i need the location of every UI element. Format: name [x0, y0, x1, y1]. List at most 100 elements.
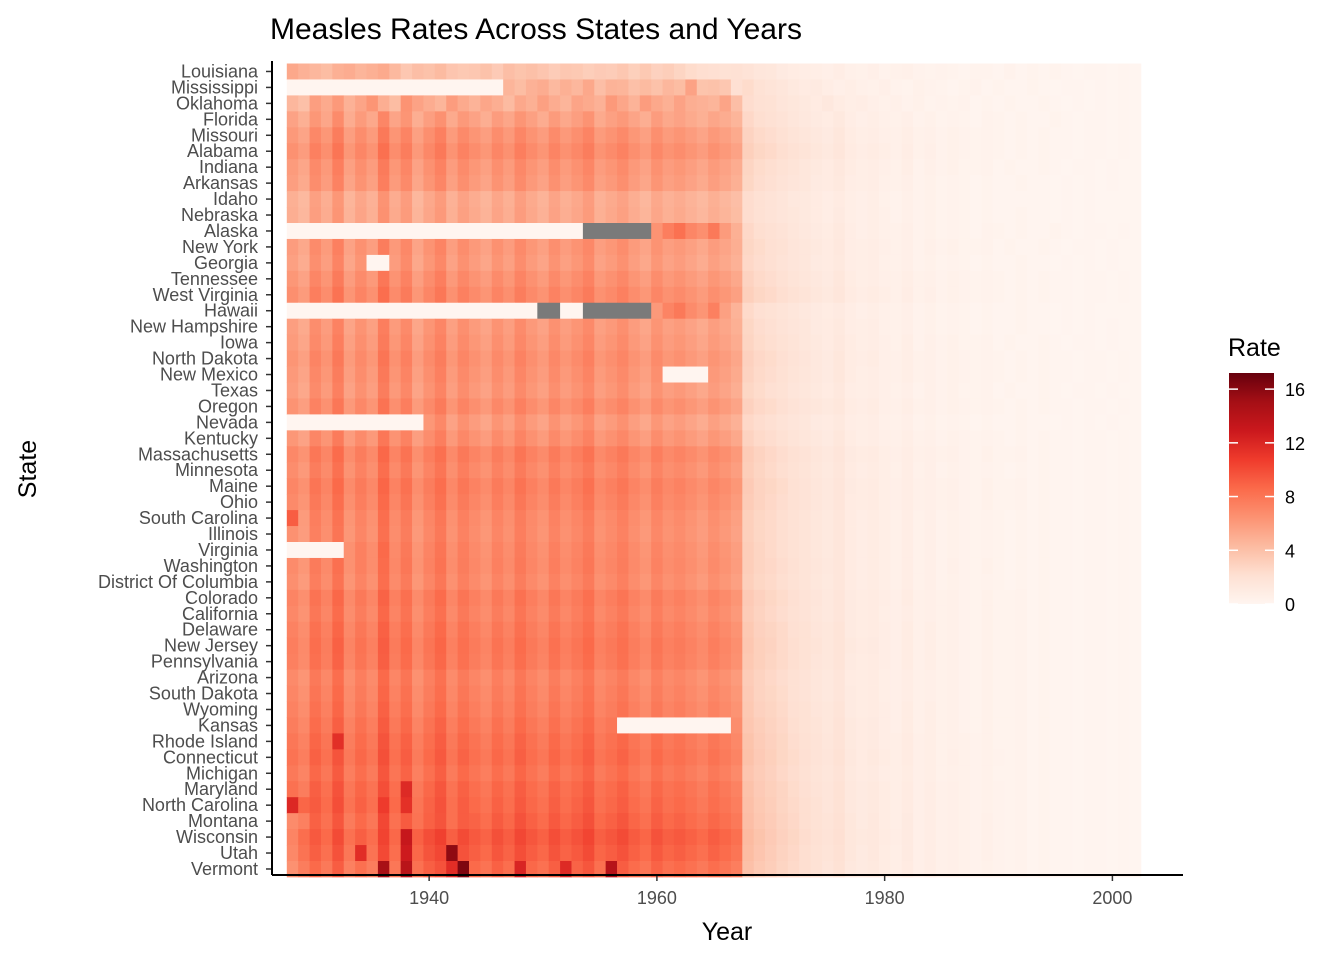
heatmap-cell	[480, 270, 493, 288]
heatmap-cell	[833, 494, 846, 511]
heatmap-cell	[571, 79, 584, 96]
heatmap-cell	[935, 621, 948, 639]
heatmap-cell	[434, 143, 447, 160]
heatmap-cell	[503, 573, 515, 591]
heatmap-cell	[776, 63, 789, 80]
heatmap-cell	[730, 573, 743, 591]
heatmap-cell	[1049, 685, 1062, 702]
heatmap-cell	[981, 382, 994, 399]
heatmap-cell	[480, 143, 493, 160]
heatmap-cell	[537, 191, 550, 208]
heatmap-cell	[605, 334, 618, 351]
heatmap-cell	[935, 238, 948, 256]
heatmap-cell	[434, 557, 447, 575]
heatmap-cell	[389, 95, 402, 112]
heatmap-cell	[434, 845, 447, 862]
heatmap-cell	[412, 159, 424, 176]
heatmap-cell	[571, 286, 584, 304]
heatmap-cell	[377, 621, 390, 639]
heatmap-cell	[480, 191, 493, 208]
heatmap-cell	[1049, 637, 1062, 655]
heatmap-cell	[1049, 829, 1062, 846]
heatmap-cell	[787, 63, 800, 80]
heatmap-cell	[1095, 494, 1108, 511]
heatmap-cell	[286, 653, 299, 670]
heatmap-cell	[309, 318, 322, 336]
heatmap-cell	[469, 845, 481, 862]
heatmap-cell	[810, 270, 823, 288]
heatmap-cell	[457, 302, 470, 320]
heatmap-cell	[799, 270, 812, 288]
heatmap-cell	[1061, 446, 1073, 463]
heatmap-cell	[742, 334, 755, 351]
heatmap-cell	[1072, 446, 1085, 463]
heatmap-cell	[981, 111, 994, 128]
heatmap-cell	[1015, 63, 1028, 80]
heatmap-cell	[708, 270, 720, 288]
heatmap-cell	[1129, 637, 1142, 655]
heatmap-cell	[389, 111, 402, 128]
heatmap-cell	[935, 685, 948, 702]
heatmap-cell	[1129, 175, 1142, 192]
y-tick-label: Kansas	[198, 715, 258, 735]
heatmap-cell	[320, 510, 333, 527]
heatmap-cell	[822, 446, 834, 463]
heatmap-cell	[1004, 621, 1017, 639]
heatmap-cell	[970, 829, 982, 846]
heatmap-cell	[662, 542, 675, 559]
heatmap-cell	[947, 414, 960, 431]
heatmap-cell	[514, 223, 527, 240]
heatmap-cell	[776, 510, 789, 527]
heatmap-cell	[582, 765, 595, 782]
heatmap-cell	[901, 143, 914, 160]
heatmap-cell	[753, 781, 766, 798]
heatmap-cell	[548, 270, 561, 288]
heatmap-cell	[970, 669, 982, 686]
heatmap-cell	[309, 589, 322, 607]
heatmap-cell	[742, 589, 755, 607]
heatmap-cell	[1026, 749, 1039, 766]
heatmap-cell	[525, 573, 538, 591]
legend-tick-label: 0	[1285, 595, 1295, 615]
heatmap-cell	[503, 111, 515, 128]
heatmap-cell	[582, 127, 595, 144]
heatmap-cell	[503, 238, 515, 256]
heatmap-cell	[309, 478, 322, 495]
heatmap-cell	[605, 557, 618, 575]
heatmap-cell	[332, 494, 345, 511]
heatmap-cell	[298, 637, 310, 655]
heatmap-cell	[708, 414, 720, 431]
heatmap-cell	[560, 765, 572, 782]
heatmap-cell	[605, 861, 618, 878]
heatmap-cell	[1026, 350, 1039, 367]
heatmap-cell	[856, 382, 868, 399]
heatmap-cell	[400, 159, 413, 176]
heatmap-cell	[651, 605, 663, 623]
heatmap-cell	[810, 621, 823, 639]
heatmap-cell	[298, 526, 310, 543]
heatmap-cell	[844, 685, 857, 702]
heatmap-cell	[935, 653, 948, 670]
heatmap-cell	[605, 366, 618, 383]
heatmap-cell	[423, 557, 436, 575]
heatmap-cell	[480, 605, 493, 623]
heatmap-cell	[730, 334, 743, 351]
heatmap-cell	[491, 366, 504, 383]
heatmap-cell	[1129, 127, 1142, 144]
heatmap-cell	[651, 127, 663, 144]
heatmap-cell	[514, 829, 527, 846]
heatmap-cell	[400, 366, 413, 383]
heatmap-cell	[366, 781, 379, 798]
heatmap-cell	[423, 669, 436, 686]
heatmap-cell	[1026, 669, 1039, 686]
heatmap-cell	[685, 605, 698, 623]
heatmap-cell	[765, 143, 777, 160]
heatmap-cell	[935, 350, 948, 367]
heatmap-cell	[685, 478, 698, 495]
heatmap-cell	[491, 621, 504, 639]
heatmap-cell	[332, 749, 345, 766]
heatmap-cell	[1038, 573, 1051, 591]
heatmap-cell	[947, 254, 960, 272]
heatmap-cell	[1083, 542, 1096, 559]
x-axis-ticks: 1940 1960 1980 2000	[409, 875, 1132, 908]
